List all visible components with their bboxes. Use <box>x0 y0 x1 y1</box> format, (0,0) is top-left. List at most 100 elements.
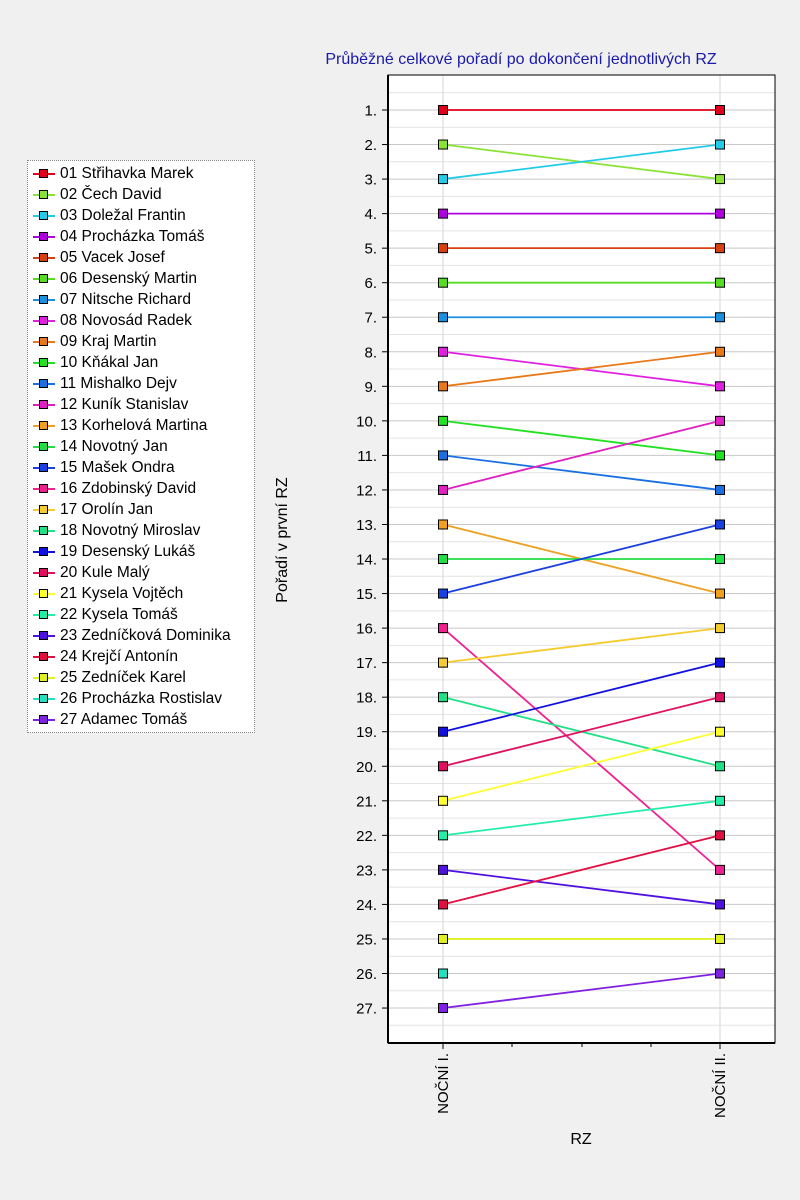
legend-item: 13 Korhelová Martina <box>28 415 254 436</box>
legend-label: 10 Kňákal Jan <box>60 353 159 371</box>
legend-item: 17 Orolín Jan <box>28 499 254 520</box>
series-line <box>442 419 721 457</box>
series-point <box>438 450 448 461</box>
legend-swatch-marker <box>39 252 48 262</box>
series-point <box>715 933 725 944</box>
series-line <box>442 419 721 491</box>
series-point <box>715 830 725 841</box>
y-tick-label: 13. <box>356 517 377 534</box>
legend-swatch-marker <box>39 672 48 682</box>
legend-item: 08 Novosád Radek <box>28 310 254 331</box>
series-group <box>438 105 725 1014</box>
series-point <box>438 312 448 323</box>
y-tick-label: 6. <box>364 275 377 292</box>
legend-swatch-marker <box>39 441 48 451</box>
series-line <box>442 661 721 733</box>
series-point <box>715 346 725 357</box>
series-point <box>715 795 725 806</box>
legend-label: 04 Procházka Tomáš <box>60 227 205 245</box>
y-tick-label: 12. <box>356 482 377 499</box>
legend-swatch <box>33 651 55 663</box>
series-point <box>715 243 725 254</box>
legend-swatch-marker <box>39 546 48 556</box>
legend-swatch-marker <box>39 399 48 409</box>
legend-swatch-marker <box>39 567 48 577</box>
legend-swatch-marker <box>39 714 48 724</box>
legend-label: 23 Zedníčková Dominika <box>60 626 231 644</box>
y-tick-label: 19. <box>356 724 377 741</box>
legend-label: 07 Nitsche Richard <box>60 290 191 308</box>
legend-swatch-marker <box>39 630 48 640</box>
series-point <box>715 174 725 185</box>
series-point <box>438 864 448 875</box>
legend-item: 19 Desenský Lukáš <box>28 541 254 562</box>
legend-label: 22 Kysela Tomáš <box>60 605 178 623</box>
series-point <box>715 277 725 288</box>
series-point <box>438 657 448 668</box>
legend-label: 12 Kuník Stanislav <box>60 395 189 413</box>
legend-swatch-marker <box>39 378 48 388</box>
legend-swatch <box>33 336 55 348</box>
series-line <box>442 730 721 802</box>
legend-swatch <box>33 315 55 327</box>
legend-swatch-marker <box>39 189 48 199</box>
legend-swatch <box>33 588 55 600</box>
series-point <box>438 830 448 841</box>
series-point <box>715 968 725 979</box>
series-point <box>438 968 448 979</box>
series-point <box>438 415 448 426</box>
legend-label: 02 Čech David <box>60 185 162 203</box>
legend-swatch-marker <box>39 651 48 661</box>
y-axis-ticks: 1. 2. 3. 4. 5. 6. 7. 8. 9. 10. 11. 12. 13. 14. 15. 16. 1… <box>356 103 388 1018</box>
y-tick-label: 25. <box>356 931 377 948</box>
series-point <box>438 519 448 530</box>
y-tick-label: 22. <box>356 828 377 845</box>
legend-swatch <box>33 189 55 201</box>
legend-swatch <box>33 441 55 453</box>
legend-swatch <box>33 567 55 579</box>
legend-swatch-marker <box>39 462 48 472</box>
legend-item: 14 Novotný Jan <box>28 436 254 457</box>
y-axis-label: Pořadí v první RZ <box>274 477 291 603</box>
legend-swatch <box>33 294 55 306</box>
series-point <box>715 450 725 461</box>
series-point <box>438 554 448 565</box>
legend-swatch <box>33 231 55 243</box>
legend-swatch <box>33 630 55 642</box>
series-line <box>442 834 721 906</box>
series-point <box>438 623 448 634</box>
legend-item: 22 Kysela Tomáš <box>28 604 254 625</box>
legend-label: 26 Procházka Rostislav <box>60 689 222 707</box>
y-tick-label: 23. <box>356 862 377 879</box>
legend-label: 15 Mašek Ondra <box>60 458 175 476</box>
series-point <box>715 864 725 875</box>
y-tick-label: 18. <box>356 690 377 707</box>
series-line <box>442 696 721 768</box>
legend-swatch-marker <box>39 525 48 535</box>
legend-label: 06 Desenský Martin <box>60 269 197 287</box>
legend-swatch-marker <box>39 231 48 241</box>
legend-item: 05 Vacek Josef <box>28 247 254 268</box>
series-point <box>715 623 725 634</box>
series-point <box>715 692 725 703</box>
legend-item: 06 Desenský Martin <box>28 268 254 289</box>
legend-swatch-marker <box>39 315 48 325</box>
legend-swatch <box>33 714 55 726</box>
legend-item: 21 Kysela Vojtěch <box>28 583 254 604</box>
legend-item: 15 Mašek Ondra <box>28 457 254 478</box>
legend-swatch <box>33 420 55 432</box>
series-line <box>442 627 721 871</box>
legend-swatch <box>33 210 55 222</box>
legend-item: 12 Kuník Stanislav <box>28 394 254 415</box>
legend-label: 05 Vacek Josef <box>60 248 165 266</box>
legend-label: 08 Novosád Radek <box>60 311 192 329</box>
legend-swatch <box>33 504 55 516</box>
series-point <box>715 484 725 495</box>
legend-label: 09 Kraj Martin <box>60 332 157 350</box>
series-line <box>442 627 721 664</box>
legend-label: 11 Mishalko Dejv <box>60 374 177 392</box>
legend-swatch <box>33 672 55 684</box>
series-line <box>442 454 721 491</box>
legend-label: 17 Orolín Jan <box>60 500 154 518</box>
